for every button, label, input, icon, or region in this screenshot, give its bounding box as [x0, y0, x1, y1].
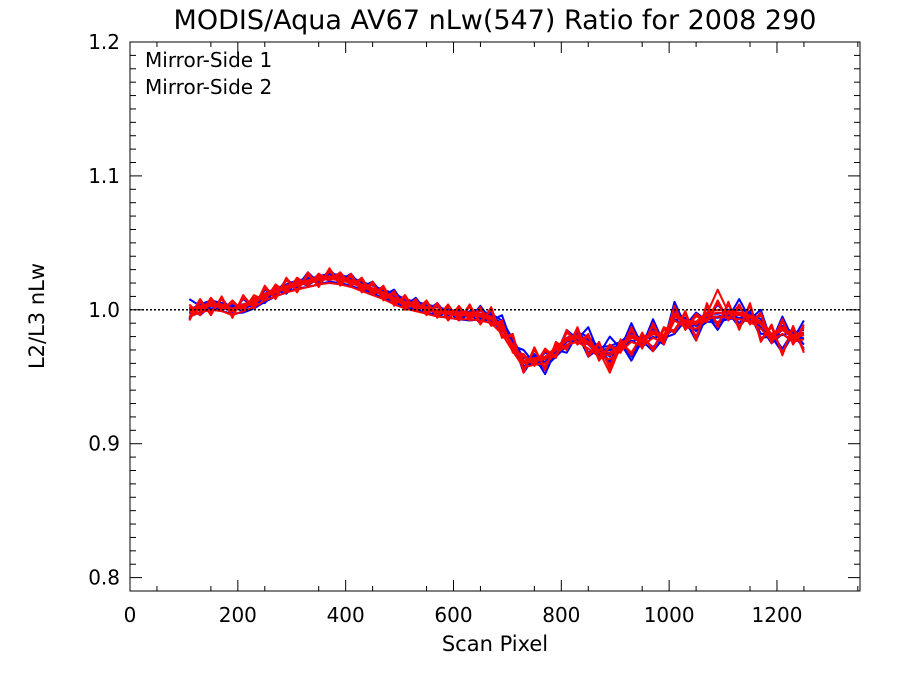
y-tick-label: 0.8 — [88, 566, 120, 590]
x-tick-label: 200 — [219, 603, 257, 627]
x-tick-label: 0 — [124, 603, 137, 627]
x-tick-label: 400 — [327, 603, 365, 627]
y-tick-label: 0.9 — [88, 432, 120, 456]
series-line-mirror-side-2 — [188, 274, 805, 372]
y-tick-label: 1.1 — [88, 164, 120, 188]
y-tick-label: 1.2 — [88, 30, 120, 54]
x-tick-label: 1000 — [644, 603, 695, 627]
y-axis-label: L2/L3 nLw — [25, 263, 49, 369]
legend-entry-mirror-side-2: Mirror-Side 2 — [145, 75, 272, 99]
plot-area — [188, 267, 805, 376]
plot-frame — [129, 41, 861, 592]
legend-entry-mirror-side-1: Mirror-Side 1 — [145, 48, 272, 72]
x-tick-label: 1200 — [752, 603, 803, 627]
x-tick-label: 800 — [542, 603, 580, 627]
axes-layer: 0 200 400 600 800 1000 1200 0.8 0.9 1.0 1.1 1.2 — [88, 30, 860, 627]
chart-title: MODIS/Aqua AV67 nLw(547) Ratio for 2008 … — [174, 5, 817, 36]
x-tick-label: 600 — [434, 603, 472, 627]
x-axis-label: Scan Pixel — [442, 632, 548, 656]
y-tick-label: 1.0 — [88, 298, 120, 322]
series-layer — [188, 267, 805, 376]
